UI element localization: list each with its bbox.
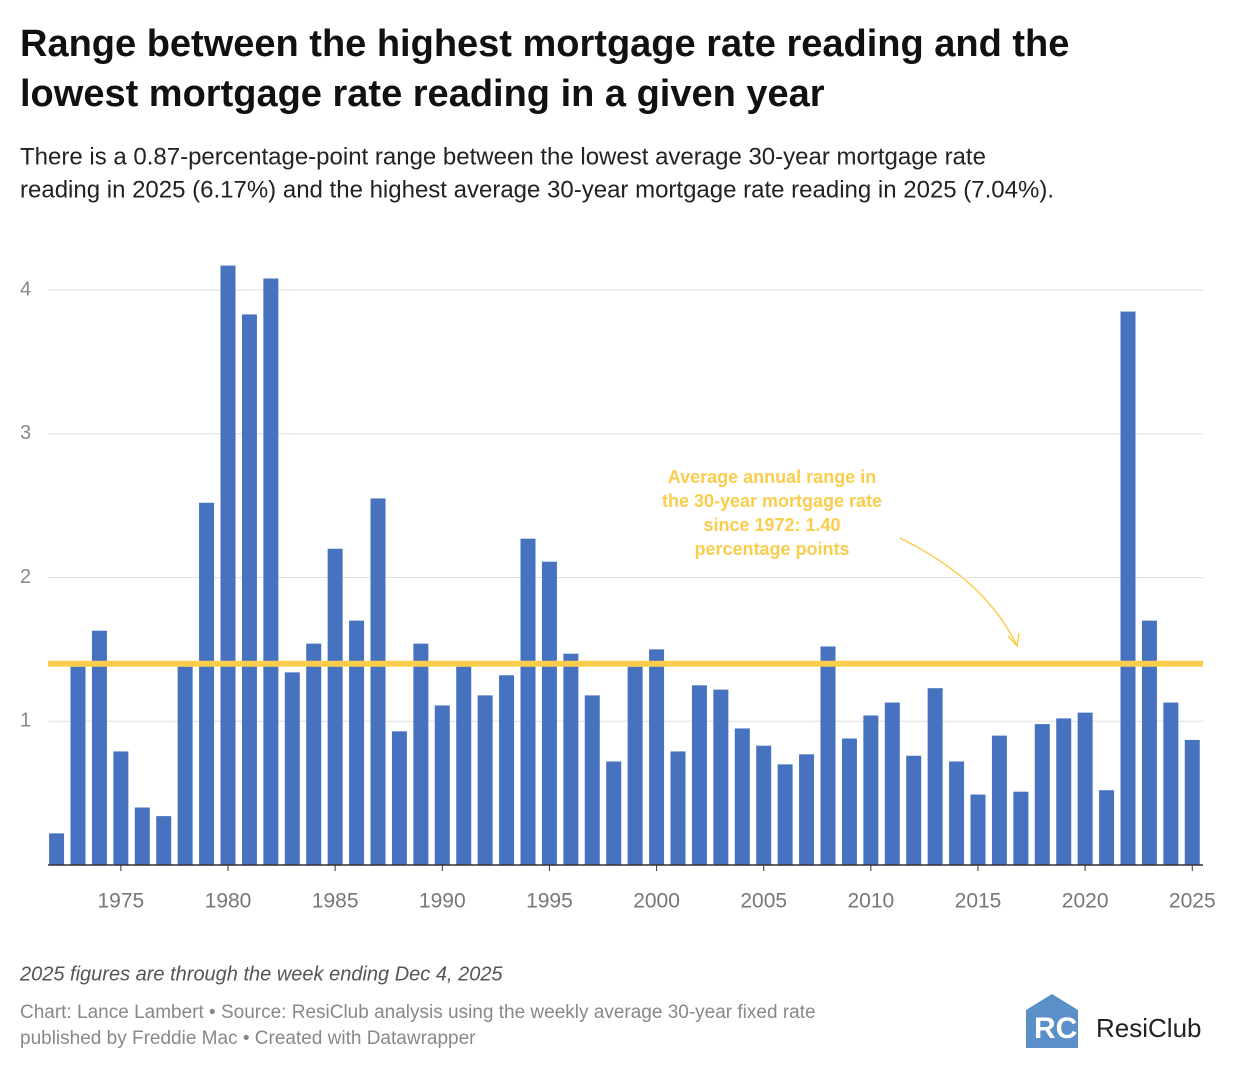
credits: Chart: Lance Lambert • Source: ResiClub … xyxy=(20,1002,816,1023)
bar xyxy=(263,278,279,865)
bar xyxy=(863,715,879,865)
bar xyxy=(456,666,472,865)
logo-icon: RC xyxy=(1026,994,1078,1048)
x-tick-label: 1995 xyxy=(526,890,573,913)
bar xyxy=(327,548,343,865)
bar xyxy=(884,702,900,865)
y-tick-label: 2 xyxy=(20,566,31,588)
bar xyxy=(434,705,450,865)
bar xyxy=(499,675,515,865)
bar xyxy=(841,738,857,865)
bar xyxy=(1141,620,1157,865)
bar xyxy=(70,666,86,865)
x-tick-label: 1985 xyxy=(312,890,359,913)
bar xyxy=(906,755,922,865)
bar xyxy=(713,689,729,865)
bar xyxy=(1099,790,1115,865)
annotation-arrowhead xyxy=(1007,632,1020,648)
bar xyxy=(1013,791,1029,865)
bar xyxy=(284,672,300,865)
bar xyxy=(563,653,579,865)
bar xyxy=(820,646,836,865)
bar xyxy=(627,666,643,865)
x-tick-label: 1980 xyxy=(205,890,252,913)
bar xyxy=(1184,739,1200,865)
bar xyxy=(970,794,986,865)
bar xyxy=(177,666,193,865)
x-tick-label: 2020 xyxy=(1062,890,1109,913)
bar xyxy=(1120,311,1136,865)
bar xyxy=(606,761,622,865)
bar xyxy=(1077,712,1093,865)
bar xyxy=(734,728,750,865)
bar xyxy=(477,695,493,865)
annotation: percentage points xyxy=(694,539,849,559)
bar xyxy=(134,807,150,865)
subtitle: There is a 0.87-percentage-point range b… xyxy=(20,143,986,170)
x-tick-label: 1990 xyxy=(419,890,466,913)
annotation-arrow xyxy=(899,537,1017,645)
chart-title: Range between the highest mortgage rate … xyxy=(20,23,1069,65)
x-tick-label: 2005 xyxy=(740,890,787,913)
bar xyxy=(670,751,686,865)
credits: published by Freddie Mac • Created with … xyxy=(20,1028,476,1049)
bar xyxy=(156,816,172,865)
x-tick-label: 1975 xyxy=(97,890,144,913)
chart-title: lowest mortgage rate reading in a given … xyxy=(20,73,825,115)
x-tick-label: 2010 xyxy=(847,890,894,913)
y-tick-label: 1 xyxy=(20,710,31,732)
bar xyxy=(756,745,772,865)
annotation: the 30-year mortgage rate xyxy=(662,491,882,511)
subtitle: reading in 2025 (6.17%) and the highest … xyxy=(20,176,1054,203)
x-tick-label: 2025 xyxy=(1169,890,1216,913)
bar xyxy=(927,688,943,865)
bar xyxy=(199,502,215,865)
bar xyxy=(349,620,365,865)
bar xyxy=(306,643,322,865)
bar xyxy=(1056,718,1072,865)
annotation: Average annual range in xyxy=(668,467,876,487)
bar xyxy=(241,314,257,865)
bar xyxy=(799,754,815,865)
bar xyxy=(991,735,1007,865)
bar xyxy=(1163,702,1179,865)
bar xyxy=(541,561,557,865)
svg-text:RC: RC xyxy=(1034,1012,1077,1045)
note: 2025 figures are through the week ending… xyxy=(19,963,503,985)
bar xyxy=(691,685,707,865)
bar xyxy=(777,764,793,865)
bar xyxy=(391,731,407,865)
y-tick-label: 3 xyxy=(20,422,31,444)
bar xyxy=(584,695,600,865)
bar xyxy=(649,649,665,865)
x-tick-label: 2000 xyxy=(633,890,680,913)
bar xyxy=(370,498,386,865)
bar xyxy=(113,751,129,865)
bar xyxy=(949,761,965,865)
bar xyxy=(91,630,107,865)
y-tick-label: 4 xyxy=(20,278,31,300)
bar xyxy=(520,538,536,865)
annotation: since 1972: 1.40 xyxy=(703,515,840,535)
bar xyxy=(1034,724,1050,865)
x-tick-label: 2015 xyxy=(955,890,1002,913)
logo-text: ResiClub xyxy=(1096,1013,1202,1043)
bar xyxy=(413,643,429,865)
bar xyxy=(220,265,236,865)
bar xyxy=(49,833,65,865)
